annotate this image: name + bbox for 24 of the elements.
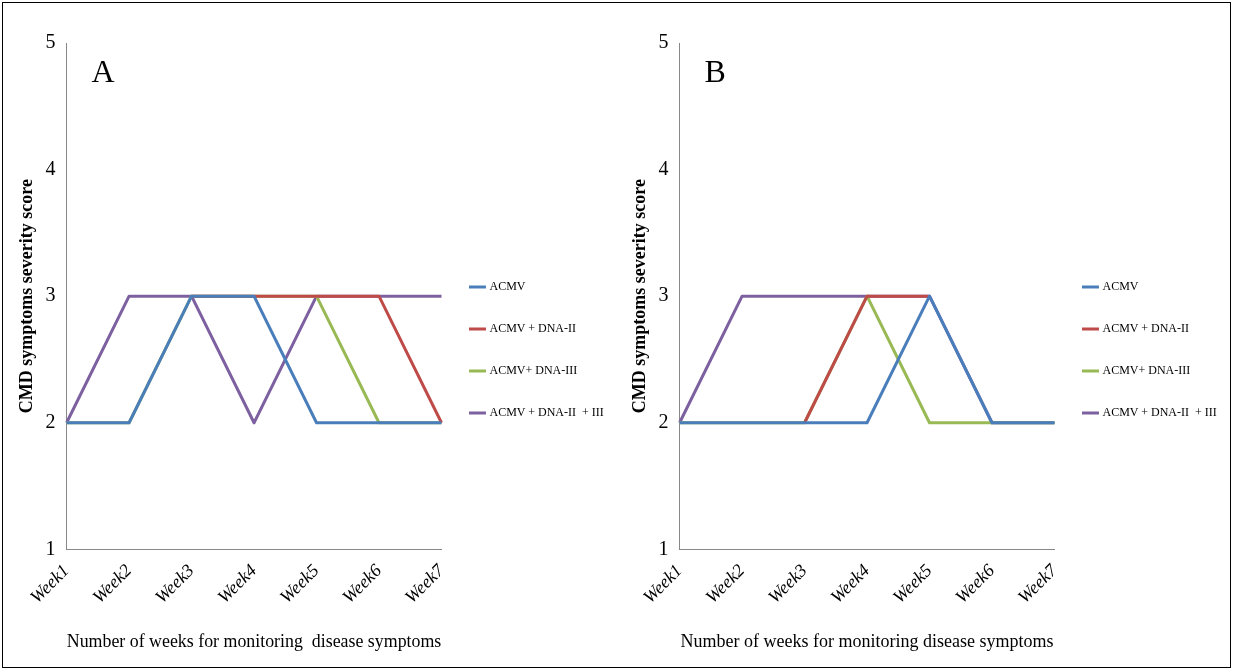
y-tick-label: 1	[45, 536, 56, 559]
chart-title: A	[91, 53, 115, 90]
y-tick-label: 2	[658, 410, 669, 433]
y-tick-label: 5	[658, 30, 669, 53]
y-axis-title: CMD symptoms severity score	[629, 179, 650, 414]
chart-title: B	[704, 53, 726, 90]
y-tick-label: 3	[45, 283, 56, 306]
y-tick-label: 1	[658, 536, 669, 559]
x-axis-title: Number of weeks for monitoring disease symptoms	[66, 630, 442, 651]
y-tick-label: 4	[45, 156, 56, 179]
x-axis-title: Number of weeks for monitoring disease symptoms	[680, 630, 1054, 651]
y-tick-label: 4	[658, 156, 669, 179]
legend-label: ACMV + DNA-II	[1102, 321, 1190, 336]
legend-label: ACMV + DNA-II + III	[489, 405, 604, 420]
legend-label: ACMV+ DNA-III	[1102, 363, 1191, 378]
y-axis-title: CMD symptoms severity score	[16, 179, 37, 414]
y-tick-label: 3	[658, 283, 669, 306]
legend-label: ACMV + DNA-II + III	[1102, 405, 1217, 420]
legend-label: ACMV+ DNA-III	[489, 363, 578, 378]
y-tick-label: 5	[45, 30, 56, 53]
legend-label: ACMV + DNA-II	[489, 321, 577, 336]
y-tick-label: 2	[45, 410, 56, 433]
legend-label: ACMV	[1102, 279, 1139, 294]
legend-label: ACMV	[489, 279, 526, 294]
